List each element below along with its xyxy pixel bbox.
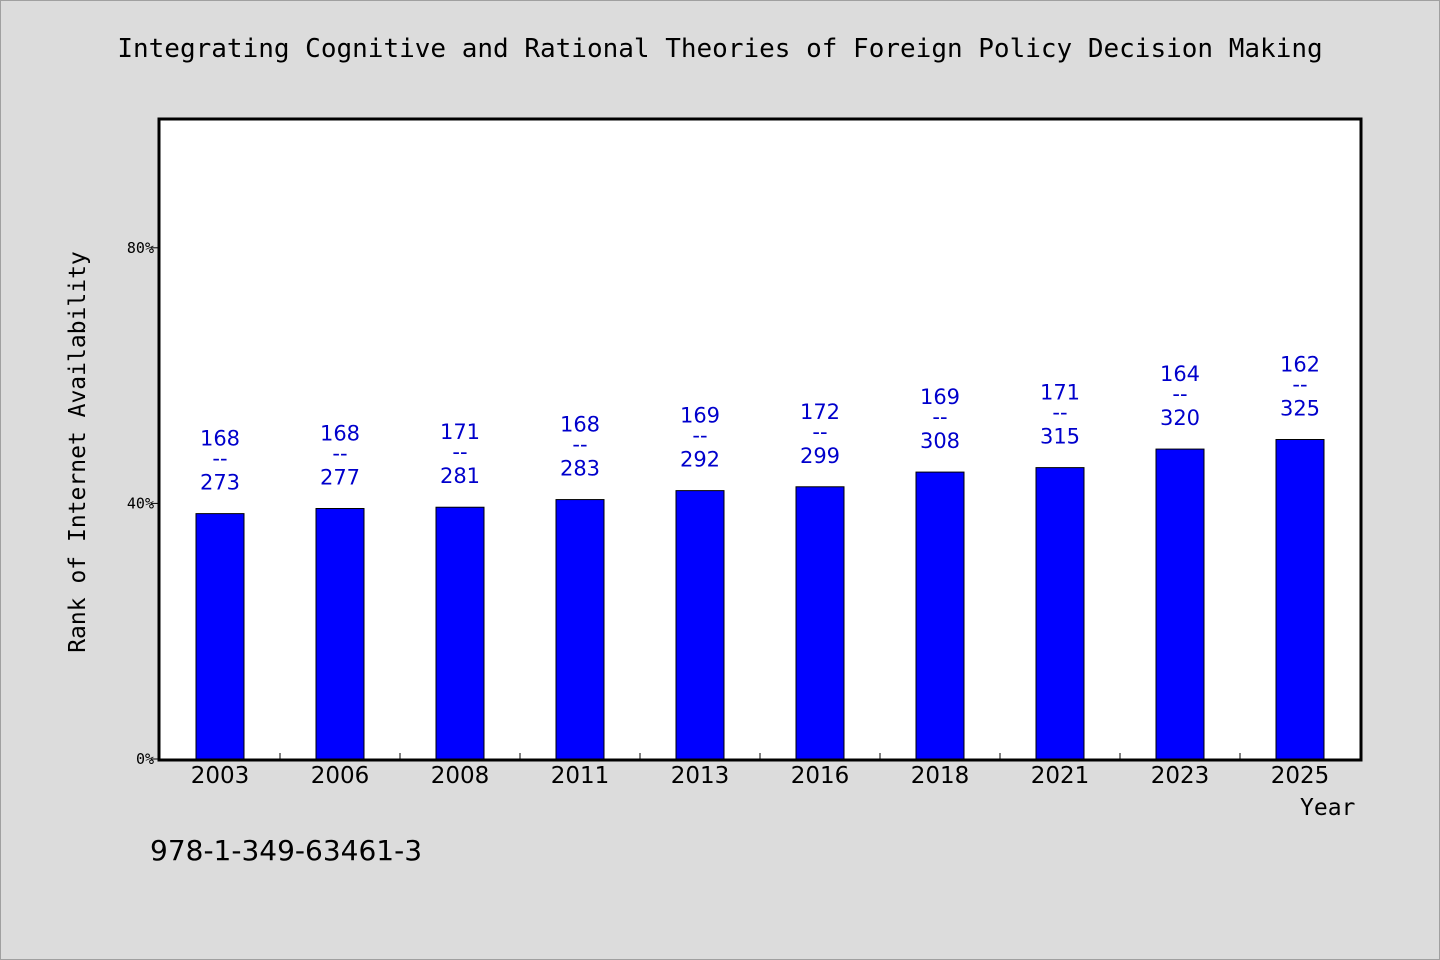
data-label-separator: -- [572,433,587,457]
chart-marks: 0%40%80%2003168--2732006168--2772008171-… [127,239,1329,789]
bar [675,490,725,760]
bar [315,508,365,760]
bar [555,499,605,760]
x-axis-label: Year [1300,795,1356,821]
data-label-separator: -- [332,442,347,466]
data-label-separator: -- [1052,401,1067,425]
y-axis-label: Rank of Internet Availability [65,251,91,653]
data-label-bottom: 273 [200,471,240,495]
y-tick-label: 80% [127,239,154,257]
data-label-top: 169 [920,385,960,409]
x-tick-label: 2025 [1271,763,1330,789]
data-label-bottom: 325 [1280,397,1320,421]
x-tick-label: 2006 [311,763,370,789]
data-label-bottom: 299 [800,444,840,468]
data-label-top: 168 [200,427,240,451]
data-label-separator: -- [452,440,467,464]
data-label-separator: -- [212,447,227,471]
data-label-separator: -- [1172,382,1187,406]
data-label-bottom: 281 [440,464,480,488]
bar [795,486,845,760]
x-tick-label: 2021 [1031,763,1090,789]
bar [915,471,965,760]
bar [1275,439,1325,760]
data-label-top: 169 [680,404,720,428]
data-label-bottom: 320 [1160,406,1200,430]
isbn-text: 978-1-349-63461-3 [150,834,423,867]
x-tick-label: 2018 [911,763,970,789]
bar [1035,467,1085,760]
bar [1155,448,1205,760]
y-tick-label: 0% [136,750,154,768]
data-label-separator: -- [812,420,827,444]
data-label-separator: -- [692,424,707,448]
data-label-bottom: 277 [320,466,360,490]
data-label-top: 168 [560,413,600,437]
data-label-top: 171 [1040,381,1080,405]
bar [435,506,485,760]
x-tick-label: 2023 [1151,763,1210,789]
data-label-bottom: 308 [920,429,960,453]
x-tick-label: 2008 [431,763,490,789]
data-label-top: 171 [440,420,480,444]
x-tick-label: 2003 [191,763,250,789]
data-label-bottom: 292 [680,448,720,472]
x-tick-label: 2013 [671,763,730,789]
data-label-top: 164 [1160,362,1200,386]
data-label-separator: -- [932,405,947,429]
data-label-top: 172 [800,400,840,424]
data-label-bottom: 315 [1040,425,1080,449]
data-label-top: 162 [1280,353,1320,377]
data-label-bottom: 283 [560,457,600,481]
x-tick-label: 2011 [551,763,610,789]
y-tick-label: 40% [127,494,154,512]
bar [195,513,245,760]
data-label-separator: -- [1292,373,1307,397]
data-label-top: 168 [320,422,360,446]
x-tick-label: 2016 [791,763,850,789]
chart-title: Integrating Cognitive and Rational Theor… [117,34,1323,64]
